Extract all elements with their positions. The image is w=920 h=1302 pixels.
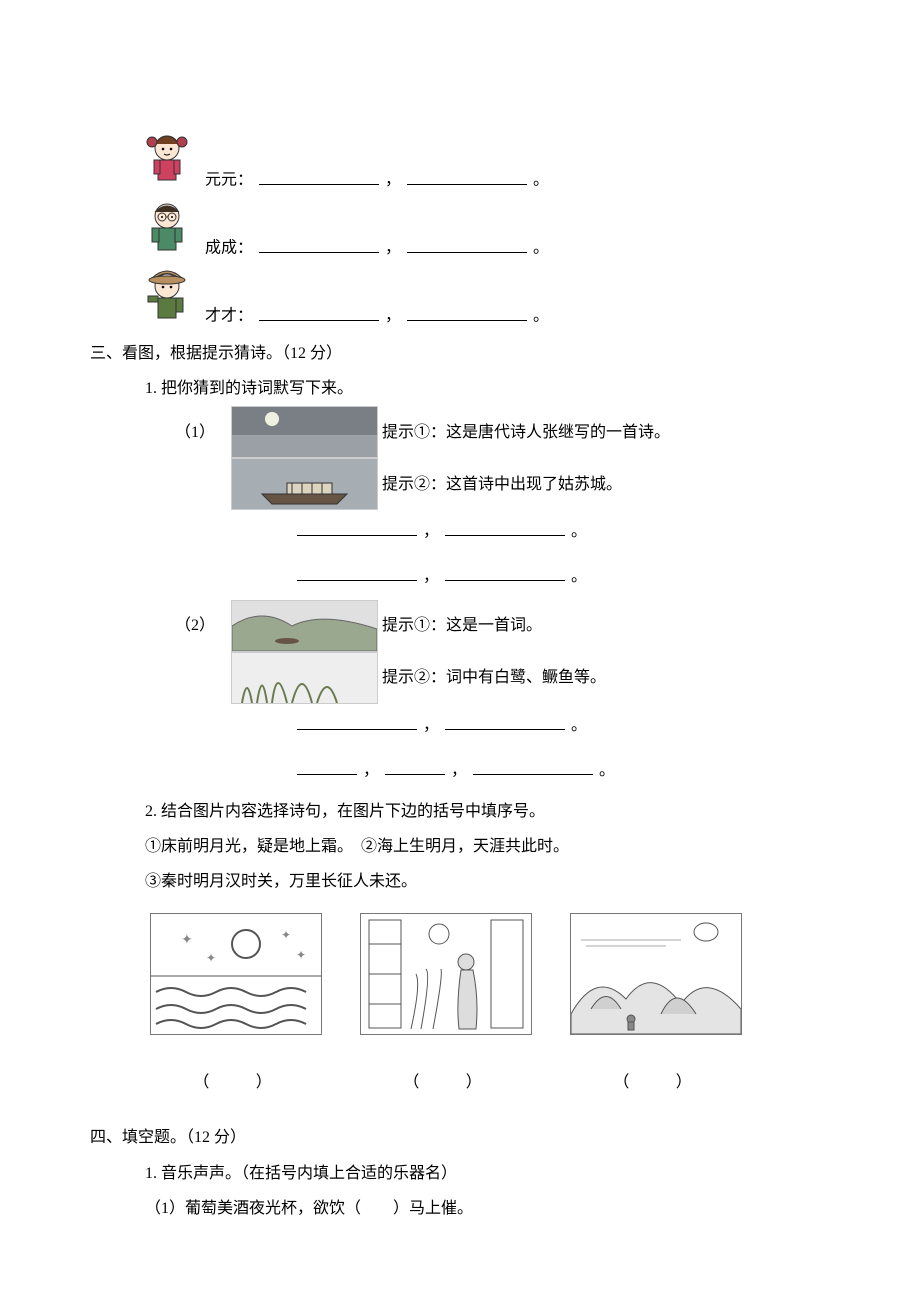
q1-item1-row1: （1） 提示①： 这是唐代诗人张继写的一首诗。	[90, 406, 830, 458]
s4-q1-item1: （1）葡萄美酒夜光杯，欲饮（ ）马上催。	[90, 1191, 830, 1226]
picture-cell-3: （ ）	[570, 913, 740, 1100]
picture-cell-2: （ ）	[360, 913, 530, 1100]
section-3-title: 三、看图，根据提示猜诗。（12 分）	[90, 336, 830, 371]
fullspace[interactable]	[361, 1200, 377, 1217]
student-3-name: 才才：	[205, 308, 253, 325]
s4-q1-item1-post: ）马上催。	[393, 1200, 473, 1217]
hint2-prefix: 提示②：	[382, 467, 446, 502]
blank-input[interactable]	[385, 756, 445, 775]
period: 。	[571, 568, 587, 585]
blank-input[interactable]	[297, 756, 357, 775]
period: 。	[571, 523, 587, 540]
blank-input[interactable]	[297, 563, 417, 582]
fullspace	[215, 660, 231, 695]
blank-input[interactable]	[445, 518, 565, 537]
period: 。	[571, 717, 587, 734]
fullspace	[215, 608, 231, 643]
blank-input[interactable]	[259, 234, 379, 253]
item1-blank-line2: ， 。	[90, 555, 830, 600]
blank-input[interactable]	[259, 302, 379, 321]
avatar-girl-icon	[140, 130, 195, 190]
svg-text:✦: ✦	[206, 951, 216, 965]
hint1-text: 这是唐代诗人张继写的一首诗。	[446, 415, 670, 450]
blank-input[interactable]	[297, 518, 417, 537]
period: 。	[599, 762, 615, 779]
picture-cell-1: ✦ ✦ ✦ ✦ （ ）	[150, 913, 320, 1100]
period: 。	[533, 172, 549, 189]
item2-blank-line2: ， ， 。	[90, 749, 830, 794]
q1-item1-row2: （1） 提示②： 这首诗中出现了姑苏城。	[90, 458, 830, 510]
comma: ，	[385, 240, 401, 257]
q2-opt-line2: ③秦时明月汉时关，万里长征人未还。	[90, 864, 830, 899]
student-3-line: 才才： ， 。	[205, 302, 549, 326]
item2-blank-line1: ， 。	[90, 704, 830, 749]
answer-paren-2[interactable]: （ ）	[403, 1074, 486, 1091]
blank-input[interactable]	[473, 756, 593, 775]
hint-image-reed-icon	[231, 652, 378, 704]
period: 。	[533, 308, 549, 325]
student-2-name: 成成：	[205, 240, 253, 257]
student-1-line: 元元： ， 。	[205, 166, 549, 190]
blank-input[interactable]	[297, 711, 417, 730]
section-4-title: 四、填空题。（12 分）	[90, 1120, 830, 1155]
item1-label: （1）	[175, 415, 215, 450]
comma: ，	[451, 762, 467, 779]
student-2-line: 成成： ， 。	[205, 234, 549, 258]
blank-input[interactable]	[445, 711, 565, 730]
item2-label: （2）	[175, 608, 215, 643]
picture-mountain-pass-icon	[570, 913, 742, 1035]
hint-image-boat-icon	[231, 458, 378, 510]
svg-text:✦: ✦	[281, 928, 291, 942]
avatar-boy-hat-icon	[140, 266, 195, 326]
hint2-text: 词中有白鹭、鳜鱼等。	[446, 660, 606, 695]
blank-input[interactable]	[407, 166, 527, 185]
exam-page: 元元： ， 。 成成： ，	[0, 0, 920, 1302]
blank-input[interactable]	[407, 234, 527, 253]
fullspace	[215, 467, 231, 502]
hint2-prefix: 提示②：	[382, 660, 446, 695]
comma: ，	[423, 717, 439, 734]
blank-input[interactable]	[445, 563, 565, 582]
svg-text:✦: ✦	[181, 933, 193, 948]
hint1-text: 这是一首词。	[446, 608, 542, 643]
student-row-2: 成成： ， 。	[90, 198, 830, 258]
comma: ，	[423, 568, 439, 585]
fullspace[interactable]	[377, 1200, 393, 1217]
answer-paren-1[interactable]: （ ）	[193, 1074, 276, 1091]
period: 。	[533, 240, 549, 257]
hint-image-mountain-water-icon	[231, 600, 378, 652]
svg-text:✦: ✦	[296, 948, 306, 962]
blank-input[interactable]	[259, 166, 379, 185]
q1-stem: 1. 把你猜到的诗词默写下来。	[90, 371, 830, 406]
s4-q1-stem: 1. 音乐声声。（在括号内填上合适的乐器名）	[90, 1156, 830, 1191]
q2-stem: 2. 结合图片内容选择诗句，在图片下边的括号中填序号。	[90, 794, 830, 829]
comma: ，	[385, 172, 401, 189]
q1-item2-row1: （2） 提示①： 这是一首词。	[90, 600, 830, 652]
q2-opt-line1: ①床前明月光，疑是地上霜。 ②海上生明月，天涯共此时。	[90, 829, 830, 864]
answer-paren-3[interactable]: （ ）	[613, 1074, 696, 1091]
student-row-3: 才才： ， 。	[90, 266, 830, 326]
picture-sea-moon-icon: ✦ ✦ ✦ ✦	[150, 913, 322, 1035]
student-1-name: 元元：	[205, 172, 253, 189]
picture-row: ✦ ✦ ✦ ✦ （ ）	[90, 913, 830, 1100]
picture-poet-window-icon	[360, 913, 532, 1035]
s4-q1-item1-pre: （1）葡萄美酒夜光杯，欲饮（	[145, 1200, 361, 1217]
hint2-text: 这首诗中出现了姑苏城。	[446, 467, 622, 502]
hint1-prefix: 提示①：	[382, 415, 446, 450]
fullspace	[215, 415, 231, 450]
comma: ，	[423, 523, 439, 540]
blank-input[interactable]	[407, 302, 527, 321]
item1-blank-line1: ， 。	[90, 510, 830, 555]
q1-item2-row2: （2） 提示②： 词中有白鹭、鳜鱼等。	[90, 652, 830, 704]
hint1-prefix: 提示①：	[382, 608, 446, 643]
comma: ，	[363, 762, 379, 779]
hint-image-moon-boat-icon	[231, 406, 378, 458]
comma: ，	[385, 308, 401, 325]
avatar-boy-glasses-icon	[140, 198, 195, 258]
student-row-1: 元元： ， 。	[90, 130, 830, 190]
